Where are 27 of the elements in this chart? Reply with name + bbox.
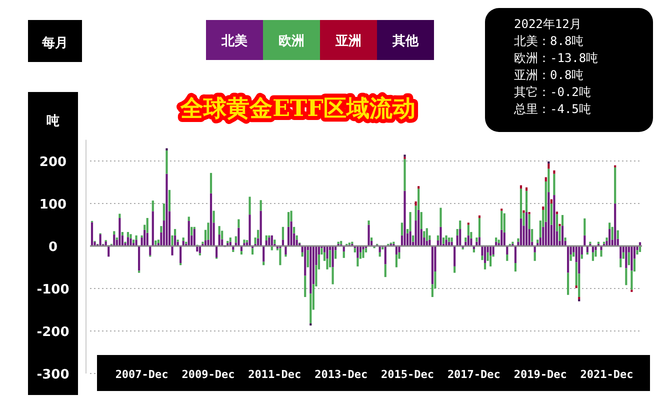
y-tick-label: -300	[36, 368, 70, 382]
y-tick-label: -200	[36, 325, 70, 340]
text: 亚洲：0.8吨	[514, 68, 584, 82]
y-tick-label: 0	[48, 240, 58, 256]
x-tick-label: 2021-Dec	[580, 368, 634, 381]
x-tick-label: 2011-Dec	[248, 368, 302, 381]
chart-title: 全球黄金ETF区域流动	[180, 95, 416, 122]
text: 欧洲	[278, 34, 304, 49]
text: 欧洲：-13.8吨	[514, 51, 598, 65]
x-tick-label: 2013-Dec	[314, 368, 368, 381]
text: 北美：8.8吨	[514, 34, 584, 48]
text: 其它：-0.2吨	[514, 85, 591, 99]
y-axis-title: 吨	[46, 114, 60, 129]
x-tick-label: 2009-Dec	[182, 368, 235, 381]
text: 每月	[41, 36, 68, 51]
text: 2022年12月	[514, 17, 582, 31]
x-tick-label: 2015-Dec	[381, 368, 434, 381]
y-tick-label: 100	[39, 198, 67, 213]
x-tick-label: 2007-Dec	[115, 368, 168, 381]
x-tick-label: 2017-Dec	[447, 368, 500, 381]
text: 其他	[392, 34, 420, 49]
text: 总里：-4.5吨	[513, 102, 591, 116]
y-tick-label: 200	[39, 155, 67, 170]
text: 北美	[220, 33, 248, 49]
x-tick-label: 2019-Dec	[514, 368, 567, 381]
y-tick-label: -100	[36, 282, 70, 298]
text: 亚洲	[334, 34, 362, 49]
